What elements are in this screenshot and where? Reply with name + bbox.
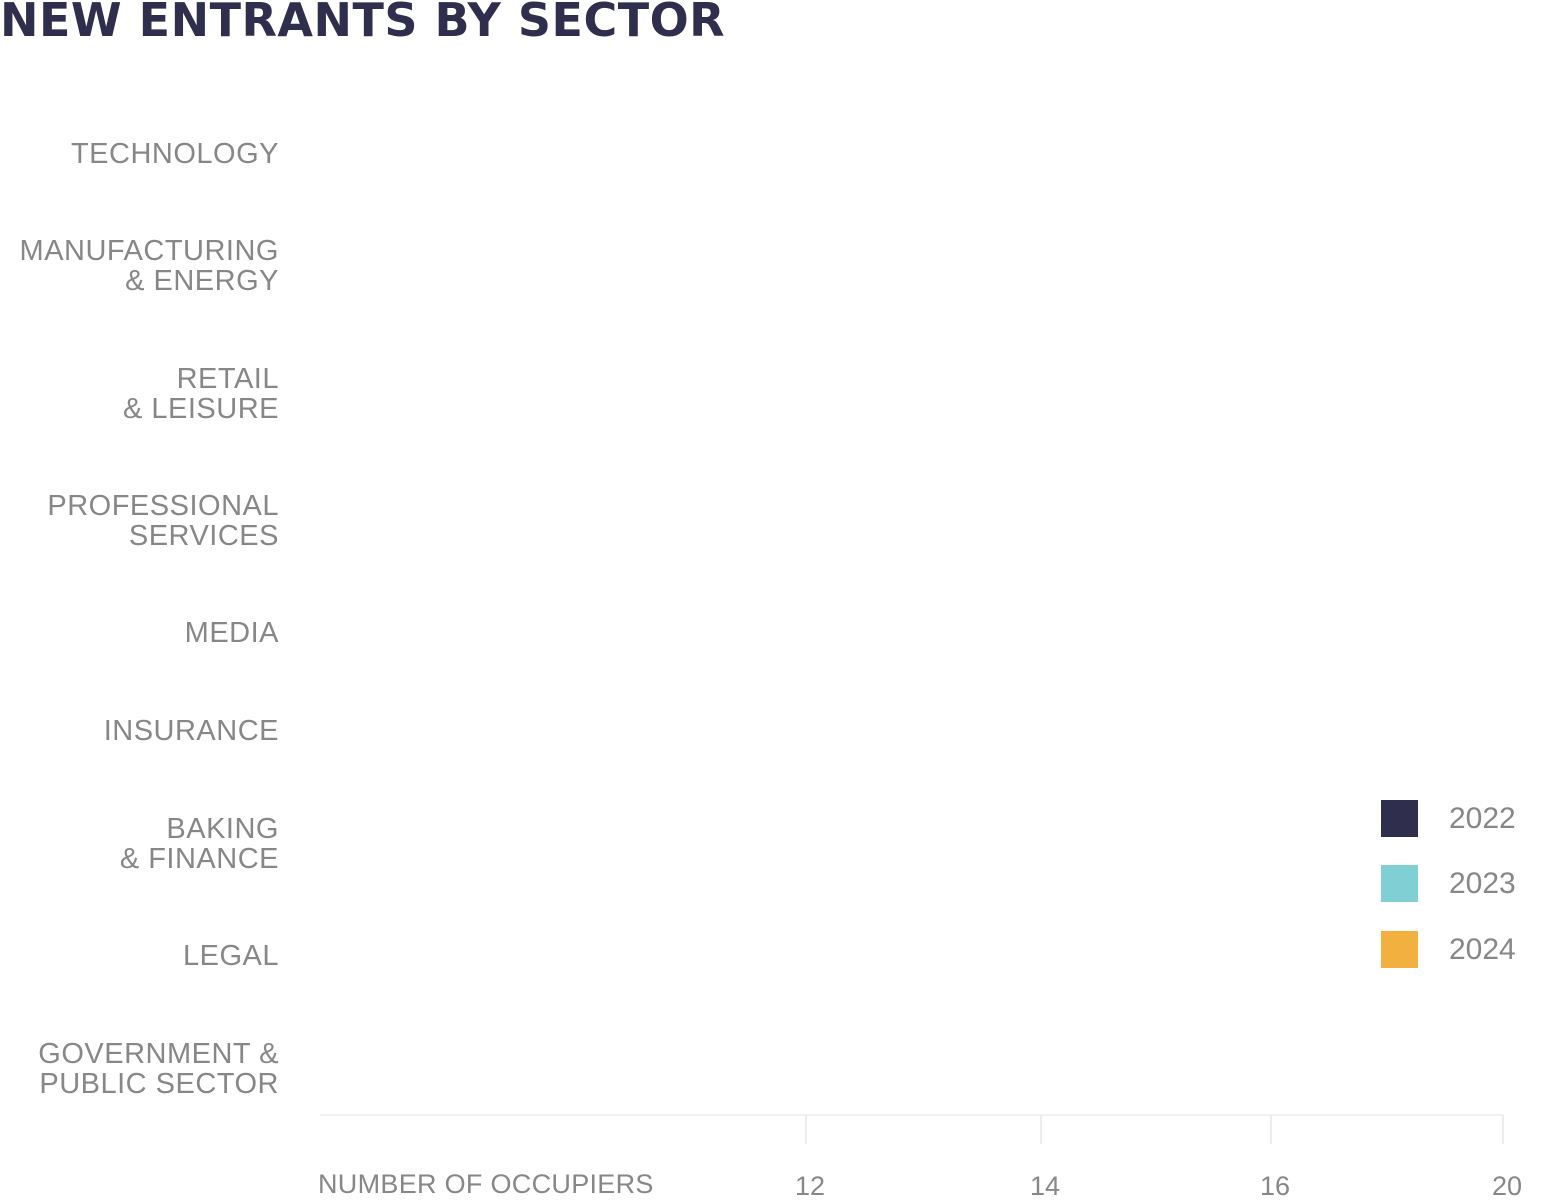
category-label: MEDIA	[184, 617, 279, 649]
legend-swatch	[1381, 931, 1418, 968]
category-label: TECHNOLOGY	[70, 138, 279, 170]
category-label: GOVERNMENT & PUBLIC SECTOR	[38, 1038, 279, 1100]
legend-swatch	[1381, 800, 1418, 837]
x-tick-label: 14	[1030, 1171, 1060, 1200]
legend-label: 2022	[1449, 802, 1516, 835]
chart-title: NEW ENTRANTS BY SECTOR	[0, 0, 726, 47]
category-label: PROFESSIONAL SERVICES	[47, 490, 279, 552]
x-tick-label: 12	[795, 1171, 825, 1200]
x-axis-title: NUMBER OF OCCUPIERS	[318, 1169, 654, 1199]
category-label: LEGAL	[183, 940, 279, 972]
legend-swatch	[1381, 865, 1418, 902]
category-label: MANUFACTURING & ENERGY	[19, 235, 279, 297]
category-label: INSURANCE	[103, 715, 279, 747]
x-tick-label: 16	[1260, 1171, 1290, 1200]
category-label: BAKING & FINANCE	[119, 813, 279, 875]
legend-label: 2024	[1449, 933, 1516, 966]
category-label: RETAIL & LEISURE	[123, 363, 279, 425]
legend-label: 2023	[1449, 867, 1516, 900]
x-tick-label: 20	[1492, 1171, 1522, 1200]
